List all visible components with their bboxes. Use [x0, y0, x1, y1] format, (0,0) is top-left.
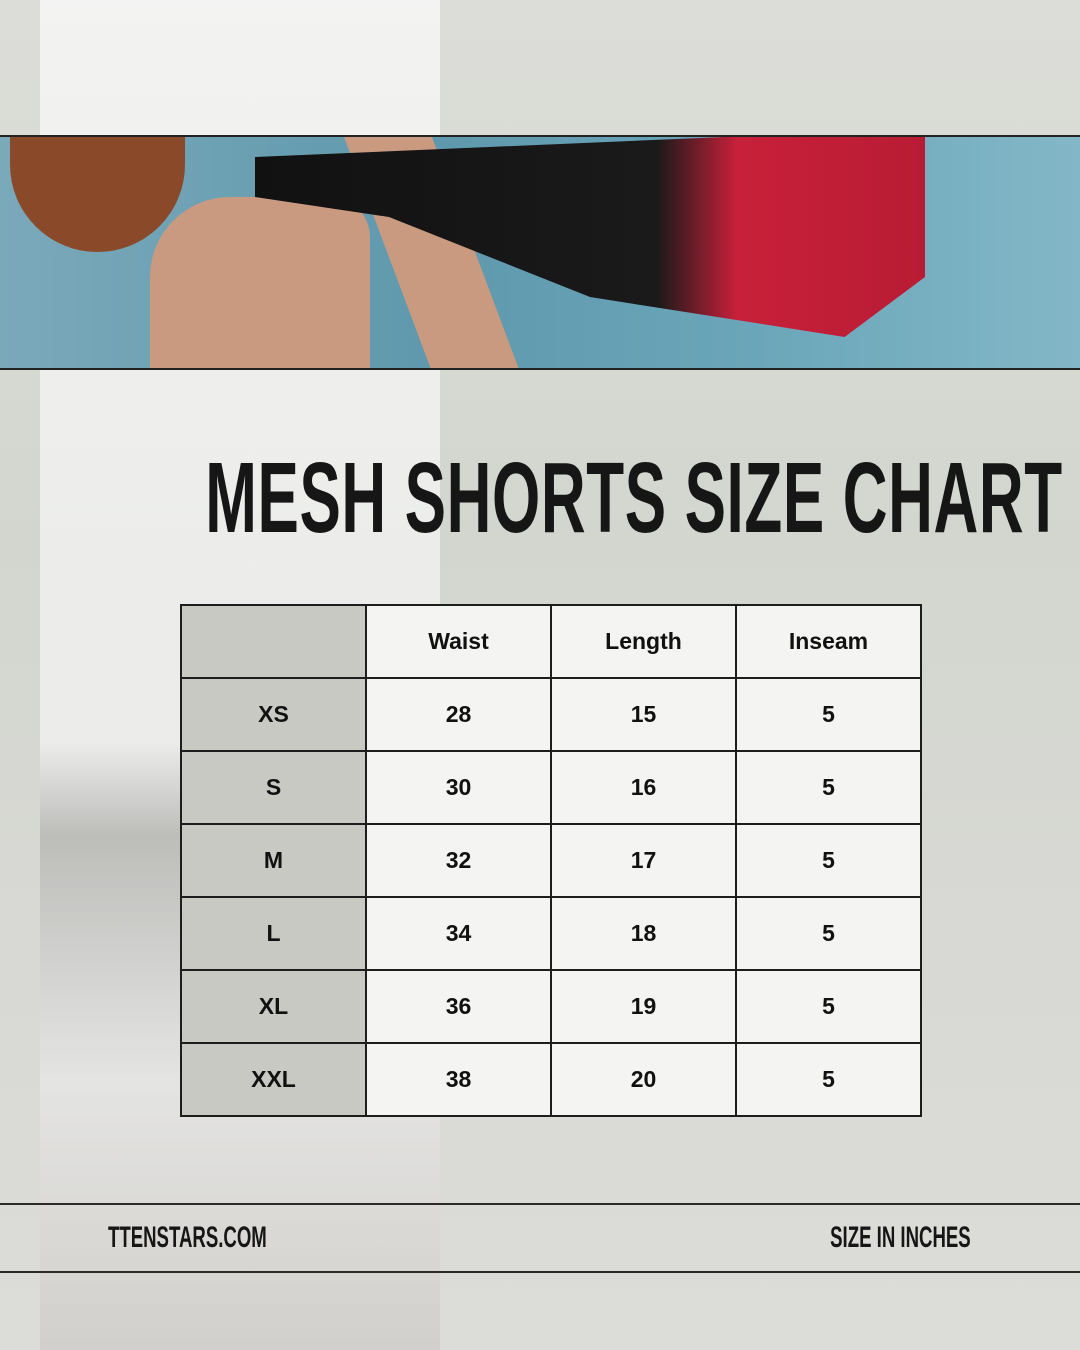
table-cell: 16 — [550, 750, 737, 825]
table-cell: 30 — [365, 750, 552, 825]
size-label: XXL — [180, 1042, 367, 1117]
divider — [0, 1271, 1080, 1273]
website-label: TTENSTARS.COM — [108, 1221, 267, 1254]
table-row: L 34 18 5 — [180, 896, 922, 971]
table-cell: 38 — [365, 1042, 552, 1117]
table-row: M 32 17 5 — [180, 823, 922, 898]
table-header-row: Waist Length Inseam — [180, 604, 922, 679]
table-cell: 5 — [735, 750, 922, 825]
table-cell: 19 — [550, 969, 737, 1044]
table-cell: 32 — [365, 823, 552, 898]
table-row: S 30 16 5 — [180, 750, 922, 825]
column-header: Length — [550, 604, 737, 679]
table-cell: 5 — [735, 969, 922, 1044]
basketball-image — [10, 137, 185, 252]
size-label: XL — [180, 969, 367, 1044]
divider — [0, 1203, 1080, 1205]
table-cell: 5 — [735, 677, 922, 752]
table-cell: 17 — [550, 823, 737, 898]
table-row: XS 28 15 5 — [180, 677, 922, 752]
size-label: S — [180, 750, 367, 825]
column-header: Waist — [365, 604, 552, 679]
size-chart-table: Waist Length Inseam XS 28 15 5 S 30 16 5 M 32 17 5 L 34 1… — [180, 604, 922, 1117]
size-label: L — [180, 896, 367, 971]
page-title: MESH SHORTS SIZE CHART — [205, 442, 1063, 554]
column-header: Inseam — [735, 604, 922, 679]
table-cell: 28 — [365, 677, 552, 752]
table-cell: 20 — [550, 1042, 737, 1117]
table-cell: 18 — [550, 896, 737, 971]
table-cell: 5 — [735, 823, 922, 898]
table-cell: 36 — [365, 969, 552, 1044]
size-label: XS — [180, 677, 367, 752]
table-row: XL 36 19 5 — [180, 969, 922, 1044]
column-header — [180, 604, 367, 679]
size-label: M — [180, 823, 367, 898]
table-cell: 34 — [365, 896, 552, 971]
table-row: XXL 38 20 5 — [180, 1042, 922, 1117]
product-photo-banner — [0, 135, 1080, 370]
table-cell: 5 — [735, 896, 922, 971]
table-cell: 15 — [550, 677, 737, 752]
table-cell: 5 — [735, 1042, 922, 1117]
units-note: SIZE IN INCHES — [830, 1221, 971, 1254]
leg-image — [150, 197, 370, 368]
